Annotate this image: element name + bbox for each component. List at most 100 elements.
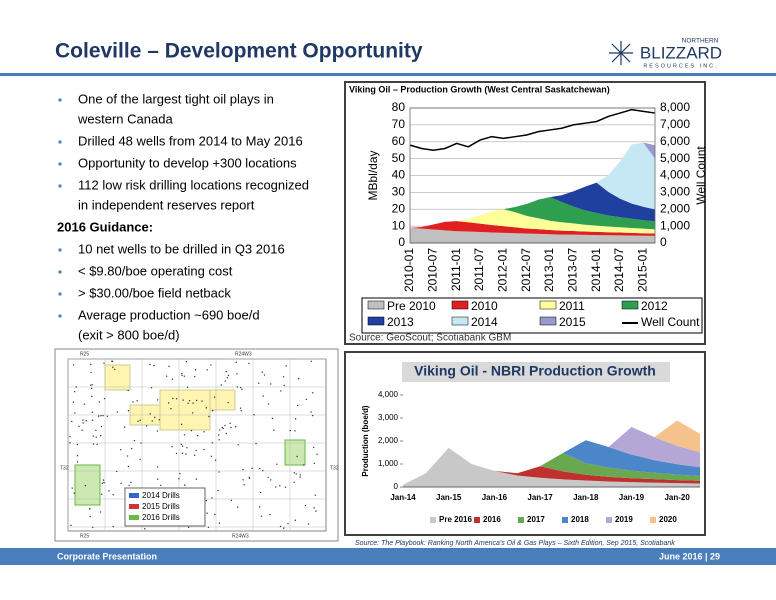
legend-swatch: [562, 517, 568, 523]
x-tick-label: 2013-07: [566, 248, 580, 292]
legend-swatch: [539, 316, 557, 326]
x-tick-label: 2015-01: [636, 248, 650, 292]
well-dot: [310, 411, 312, 413]
well-dot: [130, 447, 133, 450]
logo-top: NORTHERN: [682, 38, 719, 45]
well-dot: [90, 387, 93, 390]
legend-swatch: [367, 316, 385, 326]
legend-label: Pre 2010: [387, 299, 436, 313]
well-dot: [181, 372, 183, 375]
x-tick-label: 2014-07: [612, 248, 626, 292]
well-dot: [114, 368, 116, 371]
line: [409, 108, 656, 151]
legend-swatch: [129, 504, 139, 509]
well-dot: [214, 513, 216, 516]
well-dot: [194, 375, 196, 378]
well-dot: [313, 507, 315, 509]
well-dot: [171, 378, 174, 381]
well-dot: [175, 398, 178, 400]
well-dot: [260, 515, 263, 518]
bullet-dot: [58, 270, 62, 274]
bullet-text: > $30.00/boe field netback: [78, 285, 231, 300]
well-dot: [294, 418, 297, 420]
well-dot: [112, 525, 114, 528]
footer-bar: [0, 548, 776, 565]
well-dot: [92, 526, 94, 529]
legend-swatch: [451, 316, 469, 326]
logo-name: BLIZZARD: [640, 43, 722, 62]
x-tick-label: 2014-01: [589, 248, 603, 292]
well-dot: [280, 390, 282, 392]
x-tick-label: Jan-14: [390, 493, 416, 502]
well-dot: [156, 430, 159, 432]
well-dot: [123, 426, 126, 428]
well-dot: [230, 426, 232, 429]
well-dot: [222, 427, 224, 430]
well-dot: [225, 370, 228, 373]
well-dot: [149, 363, 151, 366]
well-dot: [295, 473, 297, 475]
well-dot: [186, 447, 188, 449]
well-dot: [270, 383, 272, 385]
well-dot: [267, 403, 270, 405]
well-dot: [293, 481, 295, 483]
well-dot: [100, 415, 102, 417]
legend-label: Pre 2016: [439, 515, 472, 524]
y-tick-label: 3,000: [378, 413, 399, 422]
well-dot: [144, 528, 146, 530]
well-dot: [296, 455, 298, 458]
well-dot: [293, 472, 295, 474]
well-dot: [312, 392, 314, 394]
well-dot: [224, 424, 226, 427]
bullet-text: Opportunity to develop +300 locations: [78, 155, 297, 170]
well-dot: [269, 513, 271, 516]
land-parcel: [209, 389, 236, 411]
well-dot: [171, 445, 173, 448]
well-dot: [139, 458, 141, 461]
well-dot: [127, 389, 129, 392]
well-dot: [262, 469, 264, 472]
y-tick-label: 0: [394, 482, 399, 491]
bullet-text: < $9.80/boe operating cost: [78, 263, 233, 278]
area: [403, 447, 700, 487]
area: [410, 209, 655, 234]
well-dot: [126, 455, 129, 457]
well-dot: [239, 407, 242, 409]
well-dot: [208, 415, 210, 418]
guidance-heading: 2016 Guidance:: [57, 219, 153, 234]
x-tick-label: Jan-16: [482, 493, 508, 502]
well-dot: [193, 454, 196, 456]
well-dot: [195, 399, 198, 402]
well-dot: [167, 402, 170, 404]
well-dot: [108, 490, 110, 492]
map-label: T32: [60, 465, 69, 471]
well-dot: [192, 402, 194, 404]
well-dot: [100, 425, 103, 428]
well-dot: [314, 494, 317, 496]
legend-swatch: [539, 300, 557, 310]
area: [410, 227, 655, 243]
source-note: Source: The Playbook: Ranking North Amer…: [355, 540, 675, 547]
bullet-dot: [58, 248, 62, 252]
well-dot: [195, 449, 197, 452]
well-dot: [99, 434, 102, 437]
area: [403, 426, 700, 485]
well-dot: [158, 419, 161, 421]
well-dot: [96, 443, 98, 446]
well-dot: [294, 430, 296, 432]
y-axis-label: MBbl/day: [366, 150, 380, 200]
x-tick-label: 2012-01: [496, 248, 510, 292]
well-dot: [236, 373, 238, 375]
well-dot: [112, 366, 114, 368]
well-dot: [307, 523, 310, 525]
well-dot: [136, 400, 138, 402]
well-dot: [235, 361, 237, 363]
well-dot: [180, 423, 183, 426]
well-dot: [196, 434, 199, 437]
well-dot: [102, 414, 104, 417]
well-dot: [218, 434, 220, 436]
well-dot: [273, 429, 275, 431]
y2-tick-label: 0: [660, 235, 667, 249]
y2-axis-label: Well Count: [694, 146, 708, 205]
well-dot: [103, 481, 105, 484]
